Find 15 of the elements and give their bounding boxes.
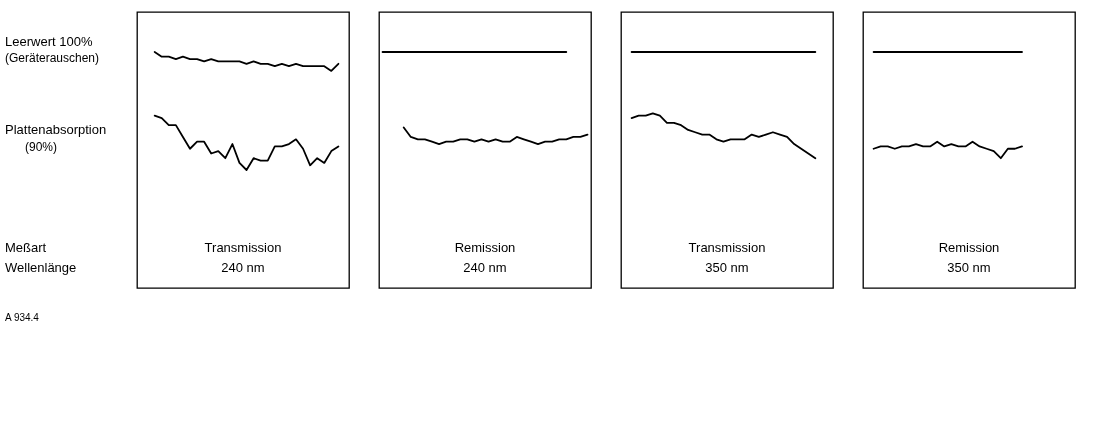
text: A 934.4 [5, 312, 40, 323]
text: (Geräterauschen) [5, 51, 100, 65]
text: 350 nm [947, 260, 991, 275]
text: Meßart [5, 240, 47, 255]
text: (90%) [25, 140, 58, 154]
text: Wellenlänge [5, 260, 77, 275]
text: Plattenabsorption [5, 122, 107, 137]
text: 350 nm [705, 260, 749, 275]
text: Transmission [204, 240, 282, 255]
text: Remission [938, 240, 1000, 255]
text: 240 nm [221, 260, 265, 275]
text: Remission [454, 240, 516, 255]
text: Leerwert 100% [5, 34, 93, 49]
text: Transmission [688, 240, 766, 255]
text: 240 nm [463, 260, 507, 275]
